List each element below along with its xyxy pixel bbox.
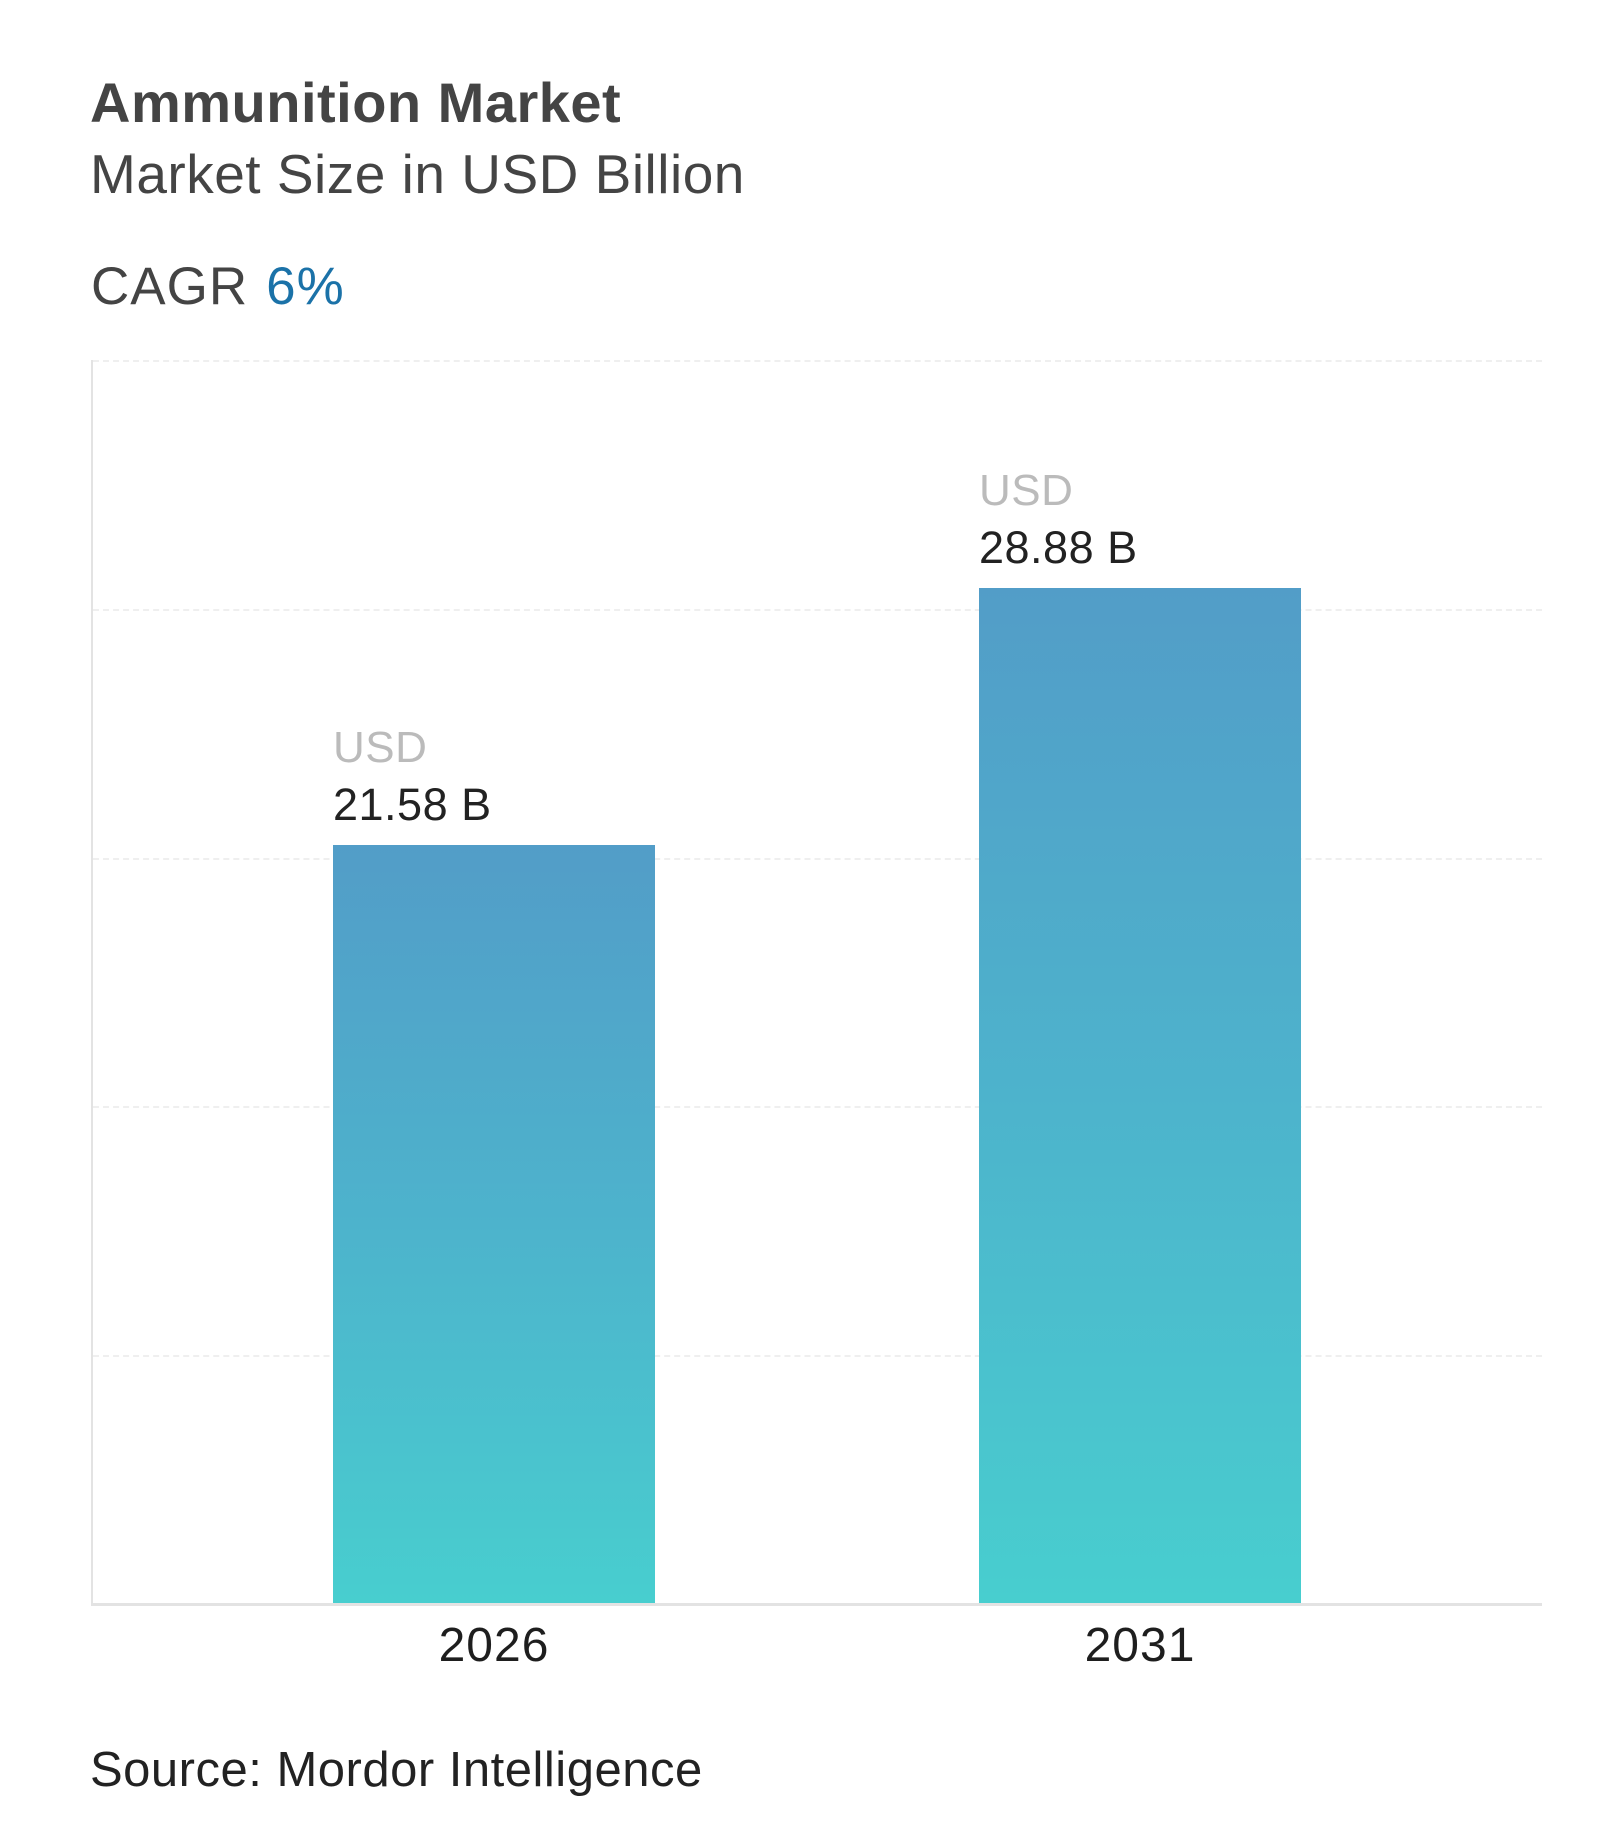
x-tick-label-2026: 2026 [438, 1619, 550, 1672]
chart-title: Ammunition Market [90, 71, 622, 134]
bar-2026 [333, 845, 655, 1604]
y-axis-line [91, 360, 93, 1604]
bar-chart-plot: USD 21.58 B USD 28.88 B [91, 360, 1542, 1606]
bar-unit-label: USD [979, 466, 1074, 515]
bar-value-label: 28.88 B [979, 522, 1138, 573]
bar-label-2031: USD 28.88 B [979, 463, 1138, 577]
bar-label-2026: USD 21.58 B [333, 720, 492, 834]
cagr-indicator: CAGR 6% [91, 256, 345, 317]
bar-2031 [979, 588, 1301, 1604]
gridline [93, 1106, 1542, 1108]
x-tick-label-2031: 2031 [1084, 1619, 1196, 1672]
gridline [93, 1355, 1542, 1357]
chart-subtitle: Market Size in USD Billion [90, 143, 745, 205]
bar-value-label: 21.58 B [333, 779, 492, 830]
source-note: Source: Mordor Intelligence [90, 1743, 703, 1797]
gridline [93, 858, 1542, 860]
x-axis-line [91, 1603, 1542, 1606]
cagr-value: 6% [266, 257, 345, 316]
gridline [93, 360, 1542, 362]
bar-unit-label: USD [333, 723, 428, 772]
gridline [93, 609, 1542, 611]
cagr-label: CAGR [91, 257, 249, 316]
